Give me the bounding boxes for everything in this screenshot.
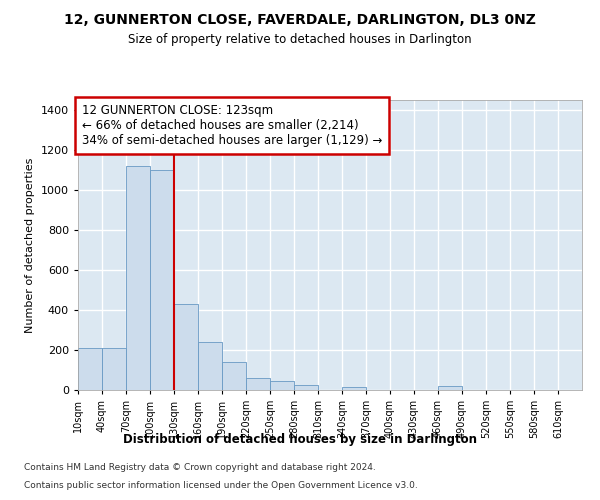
Bar — [102, 348, 126, 390]
Bar — [126, 166, 150, 390]
Y-axis label: Number of detached properties: Number of detached properties — [25, 158, 35, 332]
Bar — [174, 304, 198, 390]
Bar — [294, 385, 318, 390]
Bar — [222, 362, 246, 390]
Text: Contains HM Land Registry data © Crown copyright and database right 2024.: Contains HM Land Registry data © Crown c… — [24, 464, 376, 472]
Bar — [438, 386, 462, 390]
Bar — [342, 387, 366, 390]
Text: Distribution of detached houses by size in Darlington: Distribution of detached houses by size … — [123, 432, 477, 446]
Bar — [246, 378, 270, 390]
Bar — [270, 381, 294, 390]
Bar — [78, 348, 102, 390]
Text: 12 GUNNERTON CLOSE: 123sqm
← 66% of detached houses are smaller (2,214)
34% of s: 12 GUNNERTON CLOSE: 123sqm ← 66% of deta… — [82, 104, 382, 147]
Bar — [198, 342, 222, 390]
Text: Contains public sector information licensed under the Open Government Licence v3: Contains public sector information licen… — [24, 481, 418, 490]
Text: Size of property relative to detached houses in Darlington: Size of property relative to detached ho… — [128, 32, 472, 46]
Text: 12, GUNNERTON CLOSE, FAVERDALE, DARLINGTON, DL3 0NZ: 12, GUNNERTON CLOSE, FAVERDALE, DARLINGT… — [64, 12, 536, 26]
Bar — [150, 170, 174, 390]
